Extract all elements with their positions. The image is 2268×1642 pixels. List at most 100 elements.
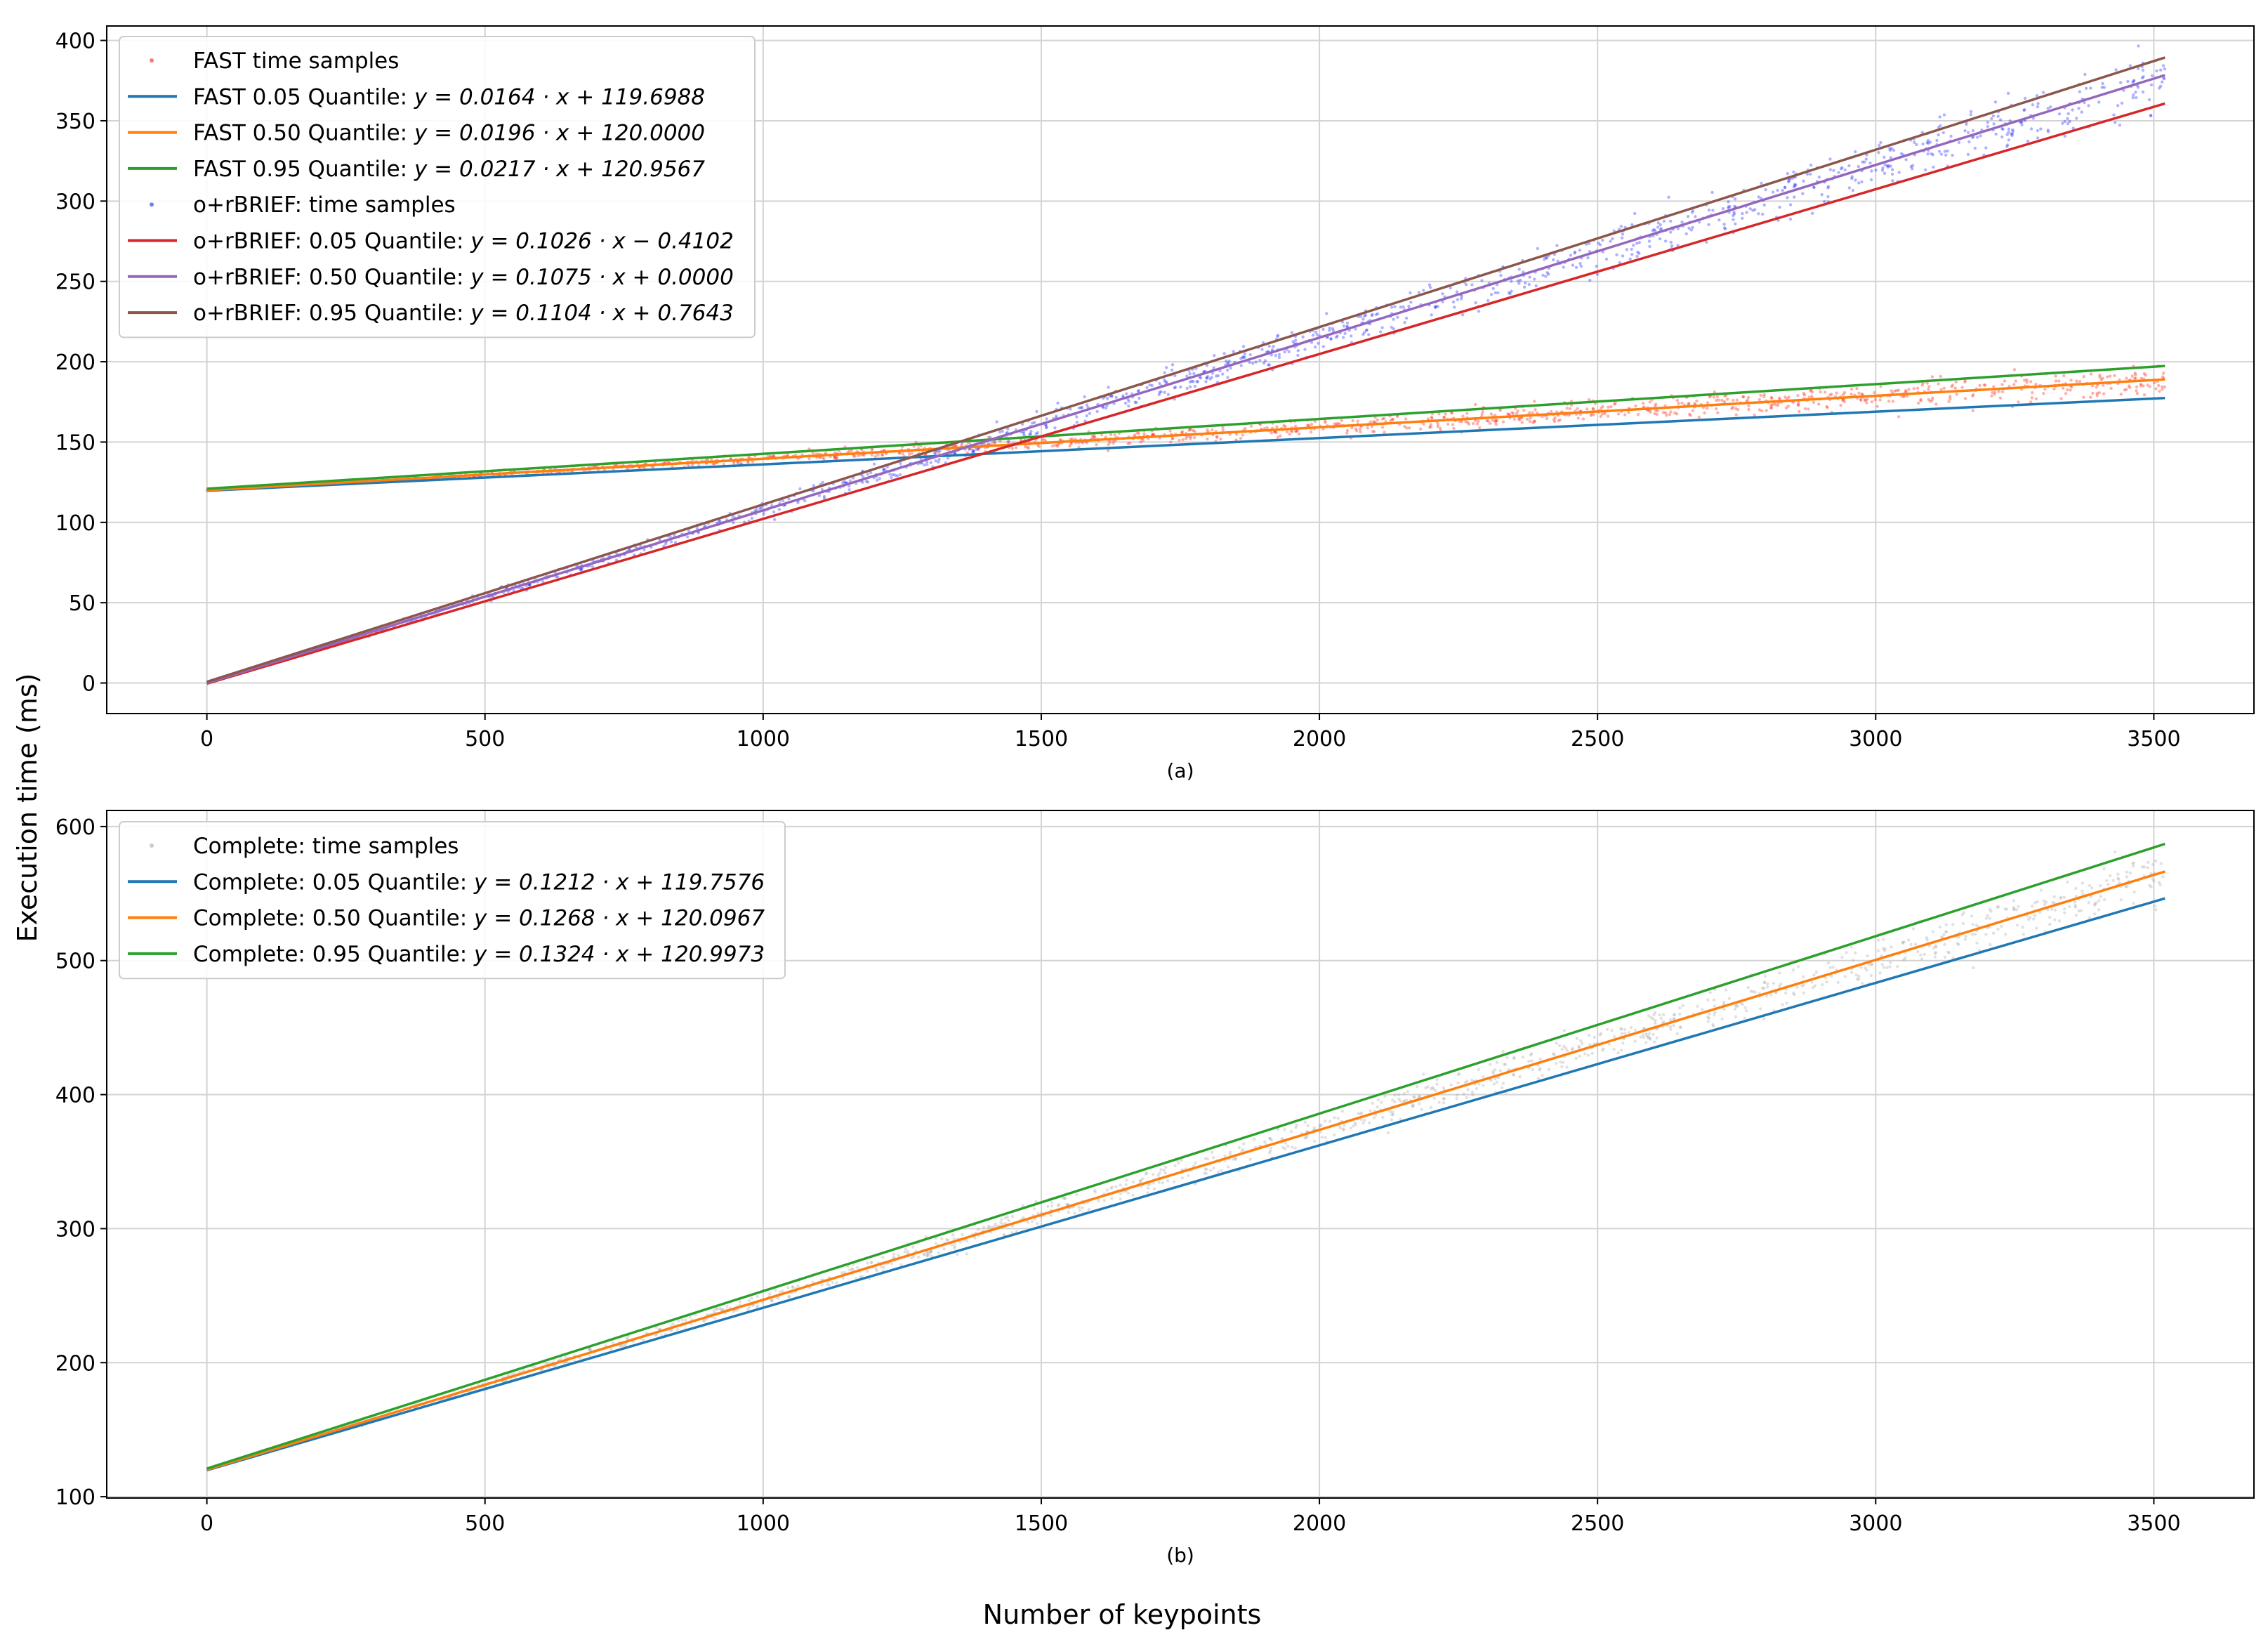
scatter-point: [1813, 984, 1817, 987]
scatter-point: [1953, 386, 1957, 390]
scatter-point: [1500, 1086, 1504, 1090]
scatter-point: [1276, 334, 1280, 337]
scatter-point: [1722, 223, 1726, 226]
scatter-point: [1654, 1018, 1657, 1023]
scatter-point: [1800, 984, 1804, 987]
scatter-point: [1695, 399, 1699, 403]
scatter-point: [1237, 1145, 1241, 1150]
scatter-point: [1279, 434, 1282, 438]
scatter-point: [1943, 955, 1947, 959]
scatter-point: [1896, 965, 1899, 968]
scatter-point: [1984, 146, 1988, 150]
x-tick-label: 1000: [737, 1511, 790, 1536]
scatter-point: [1312, 1139, 1317, 1143]
scatter-point: [1235, 433, 1239, 436]
scatter-point: [1712, 395, 1715, 399]
scatter-point: [1229, 1150, 1232, 1154]
scatter-point: [1388, 1110, 1392, 1114]
scatter-point: [1811, 985, 1815, 990]
scatter-point: [1741, 1002, 1744, 1006]
scatter-point: [1524, 281, 1527, 285]
y-tick-label: 100: [55, 511, 95, 536]
scatter-point: [1248, 1157, 1252, 1162]
scatter-point: [2124, 885, 2128, 889]
scatter-point: [1746, 986, 1750, 990]
scatter-point: [1021, 1204, 1024, 1207]
scatter-point: [1056, 1204, 1060, 1208]
scatter-point: [1437, 412, 1441, 416]
scatter-point: [1366, 426, 1370, 430]
scatter-point: [1975, 941, 1979, 945]
scatter-point: [1433, 306, 1437, 310]
scatter-point: [1166, 393, 1171, 396]
scatter-point: [1810, 390, 1814, 394]
scatter-point: [1850, 393, 1853, 396]
scatter-point: [817, 494, 822, 497]
scatter-point: [1722, 1008, 1726, 1011]
scatter-point: [1793, 183, 1797, 186]
scatter-point: [1758, 408, 1761, 412]
scatter-point: [1578, 1054, 1581, 1058]
scatter-point: [1474, 301, 1477, 305]
scatter-point: [1786, 196, 1789, 199]
scatter-point: [1892, 389, 1897, 393]
scatter-point: [1522, 409, 1526, 412]
scatter-point: [1268, 1136, 1272, 1141]
scatter-point: [1812, 185, 1816, 190]
quantile-line: [206, 56, 2165, 683]
scatter-point: [711, 462, 716, 466]
scatter-point: [1294, 1126, 1298, 1129]
scatter-point: [1993, 393, 1996, 396]
scatter-point: [1634, 405, 1637, 408]
scatter-point: [821, 480, 824, 485]
scatter-point: [1533, 419, 1536, 423]
scatter-point: [1489, 1079, 1493, 1082]
scatter-point: [2099, 895, 2102, 898]
legend-box: [119, 821, 786, 980]
scatter-point: [1461, 313, 1465, 317]
scatter-point: [1939, 124, 1942, 128]
scatter-point: [2074, 895, 2078, 898]
scatter-point: [1550, 409, 1553, 414]
scatter-point: [1673, 411, 1677, 415]
scatter-point: [1376, 418, 1380, 421]
scatter-point: [1002, 1233, 1006, 1237]
scatter-point: [2118, 124, 2122, 127]
scatter-point: [1647, 239, 1651, 243]
scatter-point: [1428, 286, 1432, 289]
scatter-point: [1794, 183, 1798, 187]
scatter-point: [1239, 364, 1243, 367]
scatter-point: [1769, 403, 1773, 407]
scatter-point: [1996, 905, 2000, 909]
scatter-point: [883, 467, 886, 471]
y-tick-label: 400: [55, 1084, 95, 1108]
scatter-point: [953, 1244, 957, 1248]
scatter-point: [1252, 1137, 1256, 1141]
scatter-point: [1662, 219, 1666, 223]
scatter-point: [1222, 352, 1226, 355]
scatter-point: [1620, 236, 1624, 239]
panel-subtitle: (b): [1166, 1544, 1194, 1567]
scatter-point: [1972, 393, 1975, 397]
scatter-point: [1521, 1056, 1525, 1059]
scatter-point: [1630, 223, 1634, 227]
scatter-point: [1939, 388, 1943, 391]
scatter-point: [1920, 131, 1924, 134]
scatter-point: [2003, 933, 2007, 936]
scatter-point: [1718, 218, 1721, 222]
scatter-point: [851, 1268, 855, 1271]
scatter-point: [882, 1266, 885, 1270]
scatter-point: [1027, 1221, 1030, 1224]
scatter-point: [850, 449, 854, 452]
scatter-point: [2063, 134, 2066, 138]
scatter-point: [2010, 132, 2013, 136]
scatter-point: [1294, 430, 1298, 433]
scatter-point: [1668, 1018, 1673, 1022]
scatter-point: [2161, 874, 2165, 879]
scatter-point: [1210, 376, 1213, 379]
scatter-point: [1034, 1200, 1038, 1203]
scatter-point: [1609, 405, 1613, 409]
scatter-point: [2066, 112, 2070, 116]
scatter-point: [1931, 153, 1934, 157]
scatter-point: [1204, 1157, 1207, 1160]
